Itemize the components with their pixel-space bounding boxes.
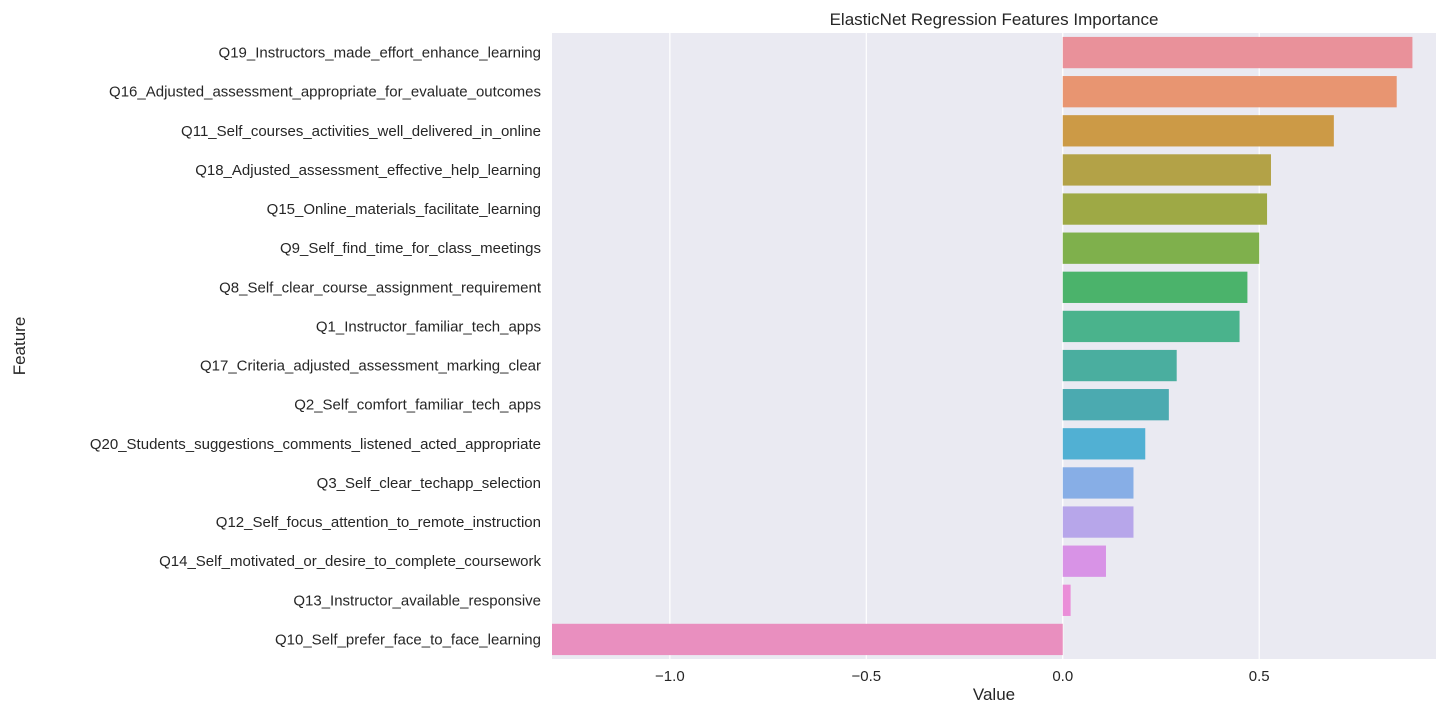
- bar: [552, 623, 1063, 656]
- category-label: Q20_Students_suggestions_comments_listen…: [90, 436, 541, 453]
- bar: [1062, 154, 1271, 186]
- bar: [1062, 584, 1071, 616]
- bar: [1062, 467, 1134, 499]
- category-label: Q1_Instructor_familiar_tech_apps: [316, 318, 541, 335]
- category-label: Q10_Self_prefer_face_to_face_learning: [275, 631, 541, 648]
- category-label: Q13_Instructor_available_responsive: [293, 592, 541, 609]
- chart-title: ElasticNet Regression Features Importanc…: [830, 10, 1159, 29]
- x-axis-label: Value: [973, 685, 1015, 704]
- x-tick-label: −1.0: [655, 668, 685, 685]
- bar: [1062, 389, 1169, 421]
- category-labels: Q19_Instructors_made_effort_enhance_lear…: [90, 45, 542, 649]
- bars: [552, 36, 1413, 656]
- x-tick-label: 0.5: [1249, 668, 1270, 685]
- category-label: Q18_Adjusted_assessment_effective_help_l…: [195, 162, 541, 179]
- category-label: Q19_Instructors_made_effort_enhance_lear…: [219, 45, 541, 62]
- bar: [1062, 36, 1413, 69]
- bar: [1062, 271, 1248, 303]
- x-tick-label: 0.0: [1052, 668, 1073, 685]
- category-label: Q9_Self_find_time_for_class_meetings: [280, 240, 541, 257]
- category-label: Q14_Self_motivated_or_desire_to_complete…: [159, 553, 541, 570]
- bar: [1062, 310, 1240, 343]
- bar: [1062, 76, 1397, 108]
- bar: [1062, 506, 1134, 538]
- category-label: Q15_Online_materials_facilitate_learning: [267, 201, 541, 218]
- bar: [1062, 232, 1260, 264]
- bar: [1062, 349, 1177, 382]
- category-label: Q3_Self_clear_techapp_selection: [317, 475, 541, 492]
- bar: [1062, 115, 1334, 147]
- category-label: Q16_Adjusted_assessment_appropriate_for_…: [109, 84, 541, 101]
- bar: [1062, 193, 1268, 225]
- x-tick-labels: −1.0 −0.5 0.0 0.5: [655, 668, 1270, 685]
- bar: [1062, 428, 1146, 460]
- x-tick-label: −0.5: [851, 668, 881, 685]
- category-label: Q8_Self_clear_course_assignment_requirem…: [219, 279, 542, 296]
- y-axis-label: Feature: [10, 317, 29, 376]
- bar: [1062, 545, 1106, 577]
- category-label: Q11_Self_courses_activities_well_deliver…: [181, 123, 541, 140]
- category-label: Q17_Criteria_adjusted_assessment_marking…: [200, 358, 541, 375]
- category-label: Q12_Self_focus_attention_to_remote_instr…: [216, 514, 541, 531]
- category-label: Q2_Self_comfort_familiar_tech_apps: [294, 397, 541, 414]
